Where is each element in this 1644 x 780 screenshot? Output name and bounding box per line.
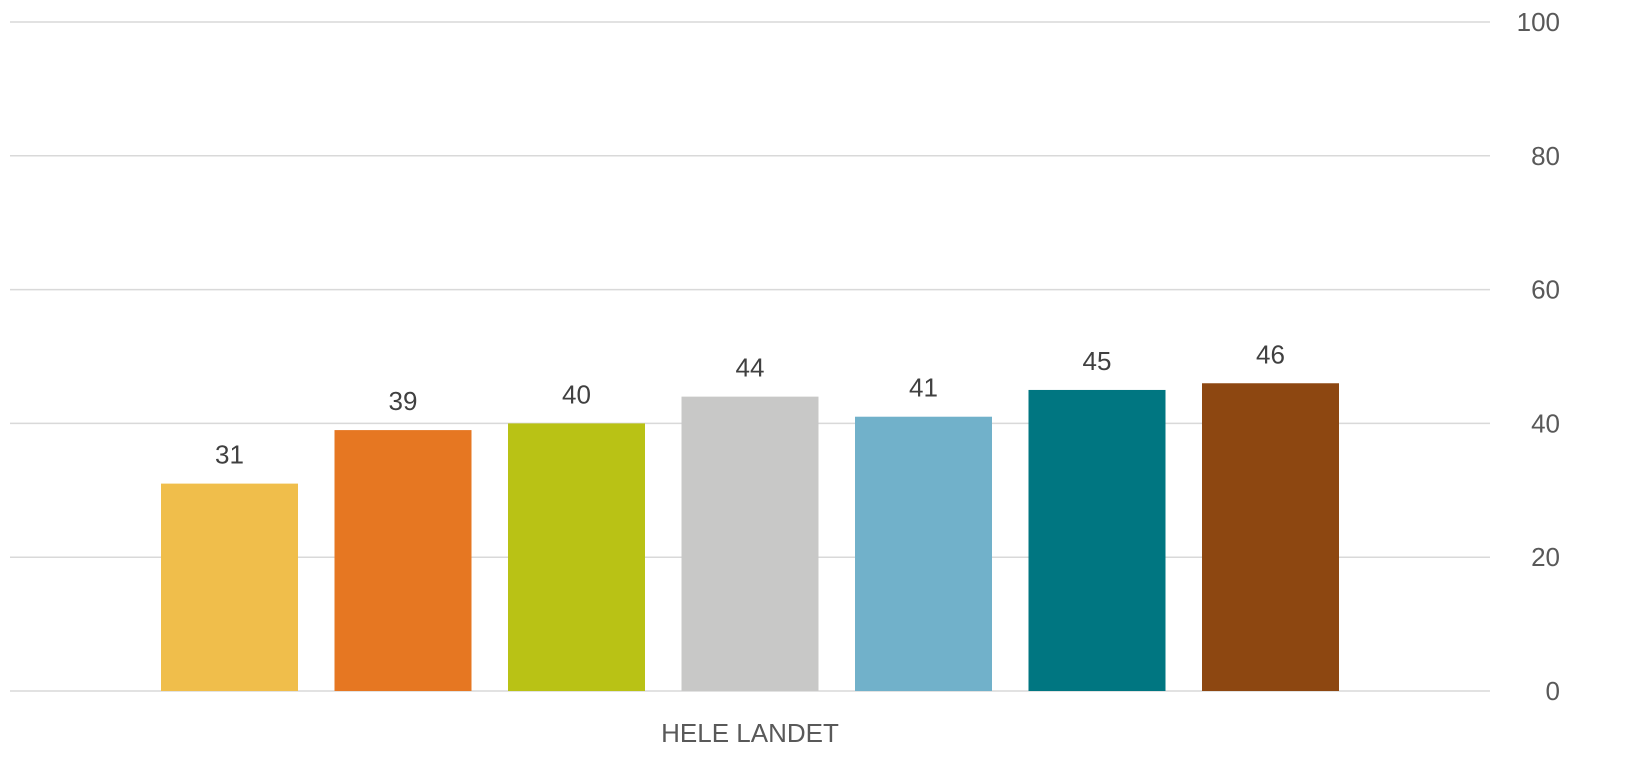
- bar-7: [1202, 383, 1339, 691]
- data-label-6: 45: [1083, 346, 1112, 376]
- y-tick-label: 40: [1531, 408, 1560, 438]
- y-tick-label: 80: [1531, 141, 1560, 171]
- y-tick-label: 60: [1531, 275, 1560, 305]
- data-label-1: 31: [215, 440, 244, 470]
- data-label-3: 40: [562, 379, 591, 409]
- y-tick-label: 100: [1517, 7, 1560, 37]
- x-axis: HELE LANDET: [661, 718, 839, 748]
- category-label: HELE LANDET: [661, 718, 839, 748]
- bar-2: [334, 430, 472, 691]
- data-label-5: 41: [909, 373, 938, 403]
- y-tick-label: 0: [1546, 676, 1560, 706]
- bar-5: [855, 416, 992, 691]
- bars: [161, 383, 1339, 691]
- y-tick-label: 20: [1531, 542, 1560, 572]
- bar-3: [508, 423, 645, 691]
- bar-1: [161, 483, 298, 691]
- data-label-4: 44: [736, 353, 765, 383]
- y-axis: 0 20 40 60 80 100: [1517, 7, 1560, 706]
- bar-6: [1028, 389, 1166, 691]
- data-labels: 31 39 40 44 41 45 46: [215, 339, 1285, 469]
- data-label-2: 39: [389, 386, 418, 416]
- data-label-7: 46: [1256, 339, 1285, 369]
- bar-4: [681, 396, 819, 691]
